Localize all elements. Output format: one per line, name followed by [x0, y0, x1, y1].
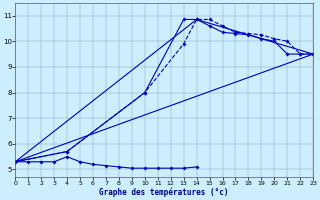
X-axis label: Graphe des températures (°c): Graphe des températures (°c) — [100, 188, 229, 197]
